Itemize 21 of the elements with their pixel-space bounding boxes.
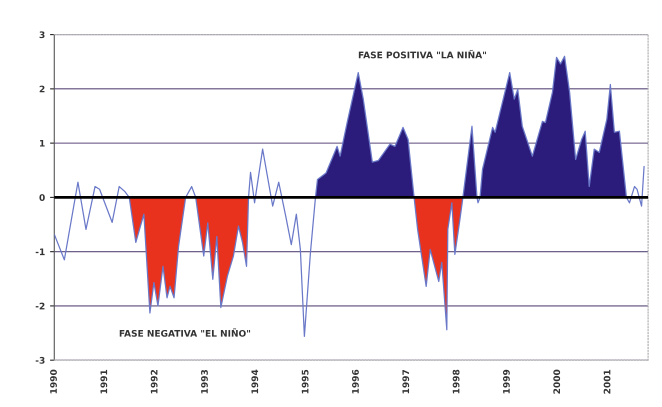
annotation: FASE POSITIVA "LA NIÑA" xyxy=(358,50,486,58)
y-tick-label: 0 xyxy=(39,194,45,201)
x-tick-label: 1996 xyxy=(352,370,359,394)
x-tick-label: 1995 xyxy=(302,370,309,394)
y-tick-label: -3 xyxy=(36,356,45,364)
y-tick-label: -2 xyxy=(36,302,44,310)
x-tick-label: 1998 xyxy=(452,370,460,394)
x-tick-label: 1990 xyxy=(50,370,57,394)
y-tick-label: -1 xyxy=(36,248,45,256)
x-tick-label: 2000 xyxy=(553,370,560,394)
x-tick-label: 1991 xyxy=(100,370,108,394)
y-tick-label: 3 xyxy=(40,31,45,38)
x-tick-label: 1999 xyxy=(502,370,510,394)
x-tick-label: 1997 xyxy=(402,370,410,394)
annotation: FASE NEGATIVA "EL NIÑO" xyxy=(120,328,250,337)
x-tick-label: 1993 xyxy=(201,370,208,394)
y-tick-label: 2 xyxy=(40,86,44,92)
x-tick-label: 1994 xyxy=(251,370,258,394)
x-tick-label: 1992 xyxy=(150,370,158,394)
x-tick-label: 2001 xyxy=(604,370,610,394)
y-tick-label: 1 xyxy=(40,140,45,147)
